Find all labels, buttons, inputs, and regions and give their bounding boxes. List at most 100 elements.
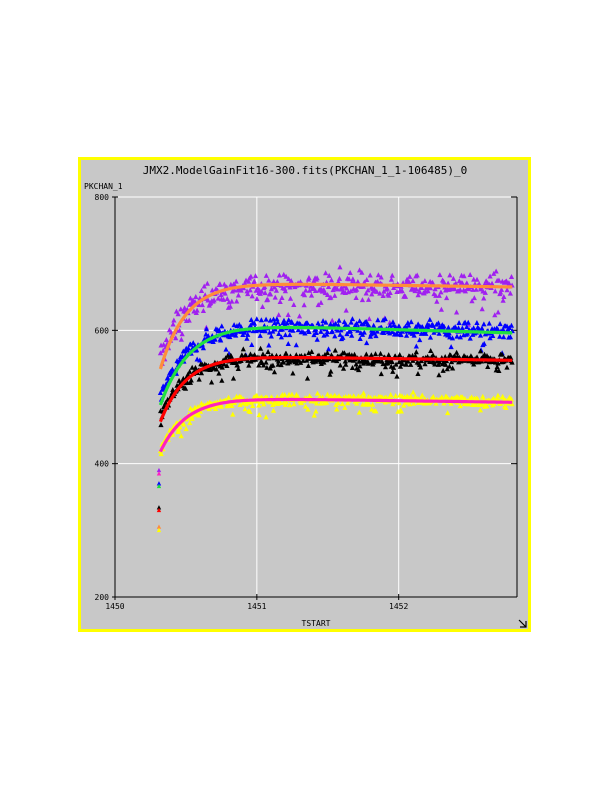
data-point: [187, 405, 194, 411]
data-point: [335, 322, 342, 328]
data-point: [388, 392, 394, 398]
data-point: [435, 320, 442, 326]
data-point: [211, 297, 217, 303]
data-point: [417, 337, 423, 343]
data-point: [324, 350, 331, 356]
data-point: [359, 297, 366, 303]
data-point: [274, 316, 280, 322]
data-point: [410, 389, 416, 395]
data-point: [279, 326, 285, 332]
data-point: [335, 400, 341, 406]
data-point: [398, 408, 404, 414]
data-point: [343, 307, 349, 313]
data-point: [349, 364, 356, 370]
data-point: [477, 407, 484, 413]
data-point: [256, 412, 262, 418]
data-point: [444, 366, 450, 372]
data-point: [425, 288, 431, 294]
data-point: [294, 360, 300, 366]
data-point: [411, 332, 417, 338]
data-point: [467, 335, 473, 341]
data-point: [353, 361, 359, 367]
data-point: [177, 327, 183, 333]
data-point: [440, 367, 446, 373]
data-point: [341, 350, 348, 356]
data-point: [302, 330, 308, 336]
data-point: [245, 291, 251, 297]
data-point: [311, 278, 317, 284]
data-point: [335, 279, 341, 285]
data-point: [225, 394, 232, 400]
data-point: [315, 302, 321, 308]
data-point: [373, 333, 379, 339]
data-point: [296, 313, 303, 319]
data-point: [246, 362, 252, 368]
data-point: [375, 317, 381, 323]
data-point: [405, 358, 411, 364]
data-point: [314, 400, 320, 406]
data-point: [265, 296, 271, 302]
data-point: [251, 320, 258, 326]
data-point: [213, 366, 219, 372]
data-point: [408, 393, 414, 399]
data-point: [201, 283, 207, 289]
data-point: [186, 317, 192, 323]
data-point: [465, 319, 471, 325]
data-point: [399, 361, 405, 367]
data-point: [407, 401, 413, 407]
data-point: [501, 334, 507, 340]
data-point: [399, 287, 405, 293]
data-point: [459, 325, 466, 331]
data-point: [427, 334, 434, 340]
data-point: [194, 347, 200, 353]
data-point: [337, 362, 343, 368]
data-point: [278, 334, 285, 340]
data-point: [372, 351, 379, 357]
data-point: [229, 402, 235, 408]
data-point: [374, 328, 380, 334]
data-point: [196, 376, 202, 382]
data-point: [503, 405, 509, 411]
data-point: [342, 358, 348, 364]
data-point: [347, 269, 353, 275]
data-point: [370, 401, 376, 407]
data-point: [374, 278, 381, 284]
data-point: [403, 361, 409, 367]
data-point: [445, 280, 451, 286]
data-point: [158, 451, 164, 457]
data-point: [219, 364, 225, 370]
data-point: [413, 324, 419, 330]
data-point: [286, 276, 292, 282]
data-point: [305, 362, 311, 368]
resize-arrow-icon[interactable]: [517, 618, 527, 628]
data-point: [394, 373, 400, 379]
data-point: [347, 328, 353, 334]
data-point: [428, 348, 434, 354]
data-point: [325, 283, 332, 289]
data-point: [500, 297, 506, 303]
data-point: [410, 278, 416, 284]
data-points: [156, 264, 515, 533]
data-point: [332, 347, 338, 353]
data-point: [349, 316, 356, 322]
data-point: [301, 302, 307, 308]
data-point: [187, 420, 193, 426]
data-point: [469, 394, 475, 400]
data-point: [199, 302, 205, 308]
data-point: [412, 352, 418, 358]
data-point: [481, 321, 487, 327]
data-point: [473, 286, 479, 292]
data-point: [407, 273, 413, 279]
data-point: [272, 284, 278, 290]
data-point: [395, 408, 401, 414]
chart-svg: JMX2.ModelGainFit16-300.fits(PKCHAN_1_1-…: [84, 164, 527, 628]
data-point: [326, 272, 332, 278]
data-point: [197, 357, 203, 363]
data-point: [388, 276, 394, 282]
data-point: [194, 307, 200, 313]
data-point: [182, 385, 189, 391]
data-point: [337, 331, 343, 337]
data-point: [453, 309, 460, 315]
data-point: [198, 370, 205, 376]
data-point: [492, 288, 498, 294]
